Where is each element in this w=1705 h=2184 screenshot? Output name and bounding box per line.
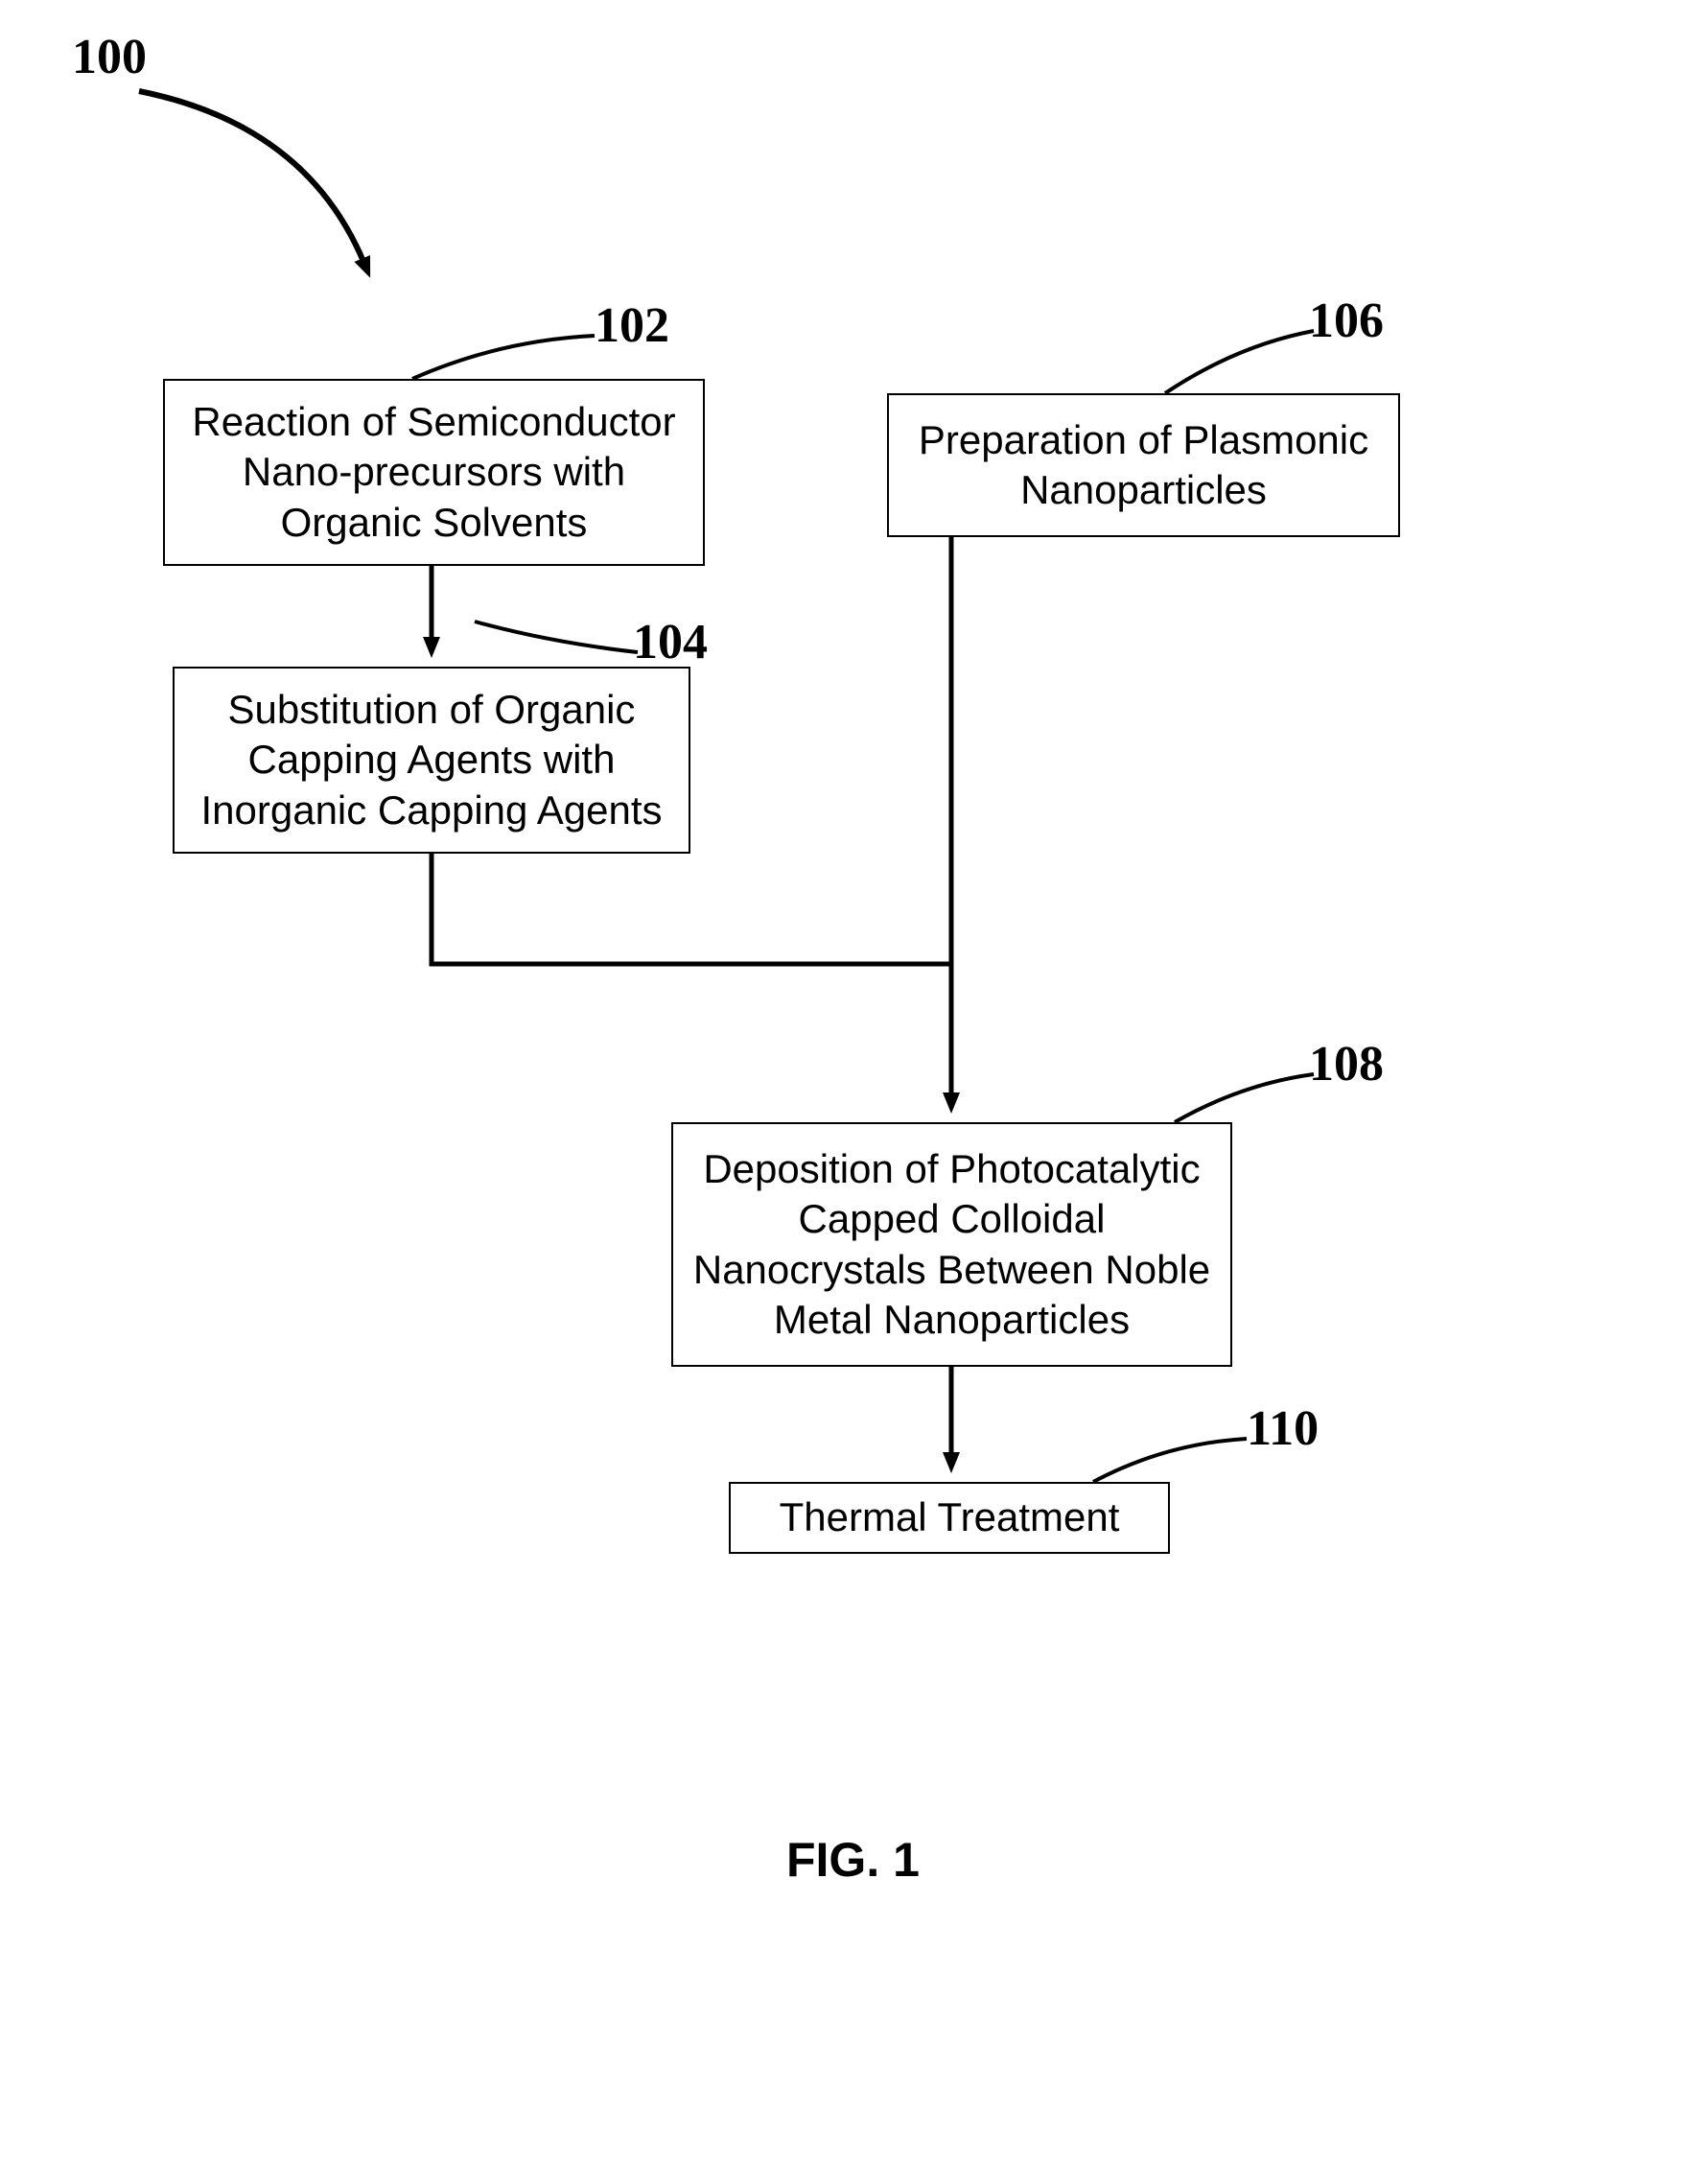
- node-104-text: Substitution of OrganicCapping Agents wi…: [200, 685, 662, 836]
- node-106-text: Preparation of PlasmonicNanoparticles: [919, 415, 1368, 516]
- label-106: 106: [1309, 293, 1384, 349]
- label-108: 108: [1309, 1036, 1384, 1092]
- node-110: Thermal Treatment: [729, 1482, 1170, 1554]
- leader-110: [1093, 1439, 1247, 1482]
- node-102: Reaction of SemiconductorNano-precursors…: [163, 379, 705, 566]
- node-102-text: Reaction of SemiconductorNano-precursors…: [192, 397, 675, 549]
- figure-canvas: 100 102 104 106 108 110 Reaction of Semi…: [0, 0, 1705, 2184]
- node-110-text: Thermal Treatment: [780, 1492, 1120, 1543]
- label-100: 100: [72, 29, 147, 85]
- node-108-text: Deposition of PhotocatalyticCapped Collo…: [693, 1144, 1210, 1346]
- leader-104: [475, 622, 638, 652]
- label-102: 102: [595, 297, 669, 354]
- label-104: 104: [633, 614, 708, 670]
- leader-106: [1165, 331, 1314, 393]
- leader-102: [412, 336, 595, 379]
- figure-caption: FIG. 1: [786, 1832, 920, 1888]
- label-110: 110: [1247, 1400, 1319, 1457]
- node-104: Substitution of OrganicCapping Agents wi…: [173, 667, 690, 854]
- node-108: Deposition of PhotocatalyticCapped Collo…: [671, 1122, 1232, 1367]
- leader-108: [1175, 1074, 1314, 1122]
- edge-104-down: [432, 854, 951, 964]
- arrow-100-to-102: [139, 91, 364, 264]
- node-106: Preparation of PlasmonicNanoparticles: [887, 393, 1400, 537]
